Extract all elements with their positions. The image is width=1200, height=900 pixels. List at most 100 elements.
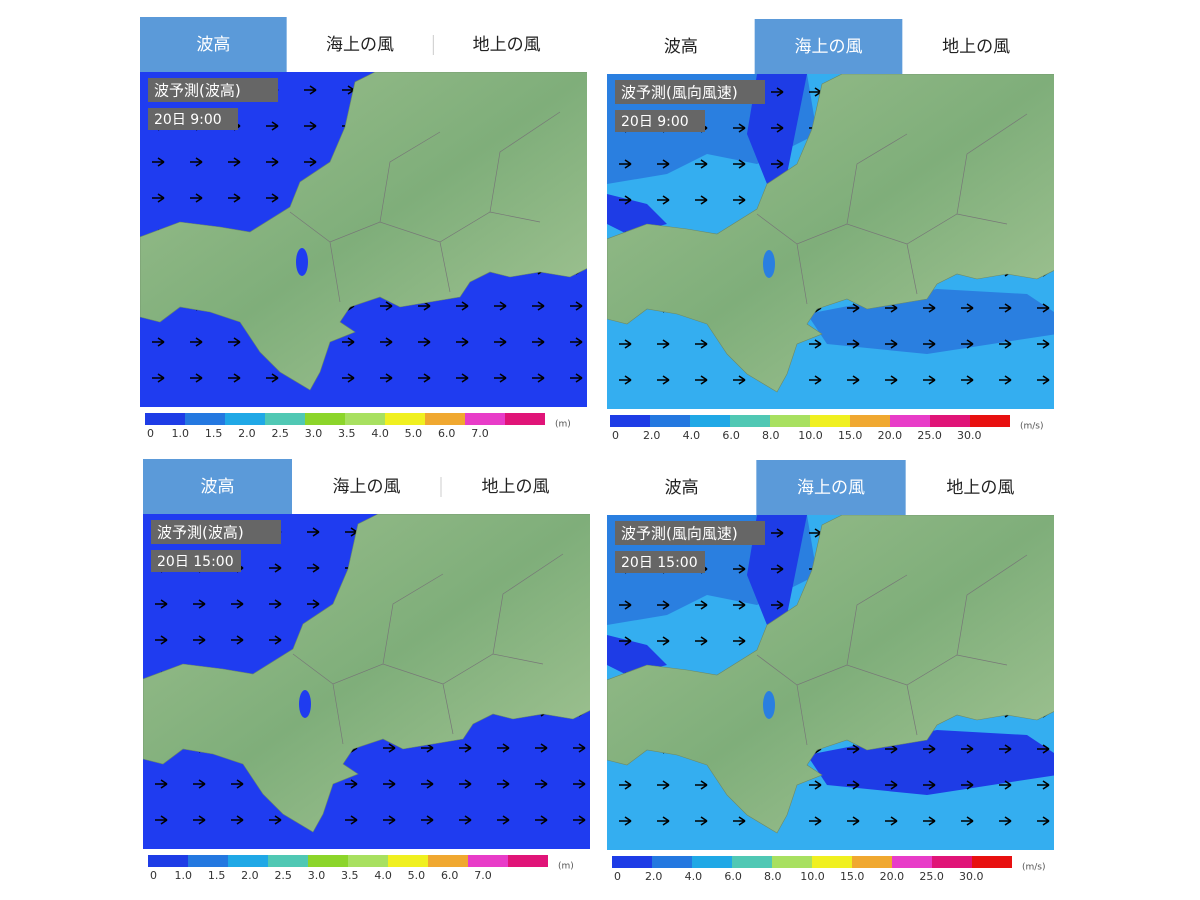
- legend-tick: 3.0: [308, 869, 326, 882]
- legend-swatch: [465, 413, 505, 425]
- tab-active-bg: [140, 17, 287, 72]
- legend-tick: 2.5: [274, 869, 292, 882]
- legend-tick: 30.0: [957, 429, 982, 442]
- legend-swatch: [610, 415, 650, 427]
- legend-swatch: [145, 413, 185, 425]
- legend-swatch: [468, 855, 508, 867]
- legend-tick: 6.0: [724, 870, 742, 883]
- tab[interactable]: 海上の風: [797, 478, 865, 498]
- tab[interactable]: 波高: [664, 37, 698, 57]
- legend-tick: 4.0: [371, 427, 389, 440]
- prefecture-borders: [292, 553, 564, 745]
- legend-swatch: [772, 856, 812, 868]
- legend-tick: 2.0: [643, 429, 661, 442]
- tab[interactable]: 海上の風: [795, 37, 863, 57]
- tab[interactable]: 地上の風: [946, 478, 1014, 498]
- legend-swatch: [148, 855, 188, 867]
- legend-swatch: [305, 413, 345, 425]
- tab[interactable]: 地上の風: [942, 37, 1010, 57]
- legend-swatch: [812, 856, 852, 868]
- legend-swatch: [345, 413, 385, 425]
- time-label: 20日 15:00: [621, 555, 698, 571]
- legend-tick: 8.0: [762, 429, 780, 442]
- legend-swatch: [388, 855, 428, 867]
- legend-tick: 3.0: [305, 427, 323, 440]
- map-title: 波予測(波高): [157, 524, 244, 542]
- legend-unit: (m/s): [1020, 422, 1044, 432]
- legend-tick: 2.0: [238, 427, 256, 440]
- legend-unit: (m): [555, 420, 571, 430]
- time-label: 20日 9:00: [621, 114, 689, 130]
- legend-tick: 0: [150, 869, 157, 882]
- legend-tick: 4.0: [685, 870, 703, 883]
- tab-active-bg: [756, 460, 906, 515]
- map: 波予測(風向風速) 20日 15:00: [607, 515, 1054, 850]
- legend-swatch: [225, 413, 265, 425]
- tab-active-bg: [754, 19, 903, 74]
- legend-swatch: [385, 413, 425, 425]
- legend-tick: 5.0: [405, 427, 423, 440]
- legend-swatch: [690, 415, 730, 427]
- time-box: [148, 108, 238, 130]
- legend-swatch: [308, 855, 348, 867]
- legend-tick: 1.0: [175, 869, 193, 882]
- legend-tick: 2.5: [271, 427, 289, 440]
- prefecture-borders: [756, 113, 1028, 305]
- map: 波予測(波高) 20日 9:00: [140, 72, 587, 407]
- legend-swatch: [810, 415, 850, 427]
- legend-unit: (m): [558, 862, 574, 872]
- legend-swatch: [650, 415, 690, 427]
- legend-tick: 5.0: [408, 869, 426, 882]
- legend-tick: 20.0: [878, 429, 903, 442]
- title-box: [615, 80, 765, 104]
- tab[interactable]: 海上の風: [333, 477, 401, 497]
- legend-swatch: [652, 856, 692, 868]
- map: 波予測(風向風速) 20日 9:00: [607, 74, 1054, 409]
- legend-swatch: [612, 856, 652, 868]
- map-title: 波予測(風向風速): [621, 84, 738, 102]
- map-title: 波予測(風向風速): [621, 525, 738, 543]
- legend-tick: 30.0: [959, 870, 984, 883]
- legend-tick: 0: [147, 427, 154, 440]
- legend-swatch: [890, 415, 930, 427]
- legend-swatch: [692, 856, 732, 868]
- tab[interactable]: 海上の風: [326, 35, 394, 55]
- legend-tick: 6.0: [722, 429, 740, 442]
- legend-tick: 6.0: [438, 427, 456, 440]
- lake: [299, 690, 311, 718]
- lake: [296, 248, 308, 276]
- legend-swatch: [770, 415, 810, 427]
- tab[interactable]: 地上の風: [482, 477, 550, 497]
- legend-tick: 3.5: [341, 869, 359, 882]
- legend-tick: 1.5: [208, 869, 226, 882]
- legend-swatch: [188, 855, 228, 867]
- legend-tick: 20.0: [880, 870, 905, 883]
- legend-tick: 6.0: [441, 869, 459, 882]
- legend-swatch: [850, 415, 890, 427]
- legend-swatch: [892, 856, 932, 868]
- legend-tick: 8.0: [764, 870, 782, 883]
- map: 波予測(波高) 20日 15:00: [143, 514, 590, 849]
- tab[interactable]: 地上の風: [473, 35, 541, 55]
- time-label: 20日 15:00: [157, 554, 234, 570]
- legend-tick: 15.0: [840, 870, 865, 883]
- legend-tick: 10.0: [798, 429, 823, 442]
- tab-active-bg: [143, 459, 292, 514]
- legend-tick: 4.0: [374, 869, 392, 882]
- title-box: [151, 520, 281, 544]
- legend-swatch: [730, 415, 770, 427]
- lake: [763, 250, 775, 278]
- prefecture-borders: [289, 111, 561, 303]
- legend-tick: 3.5: [338, 427, 356, 440]
- title-box: [615, 521, 765, 545]
- tab[interactable]: 波高: [196, 35, 230, 55]
- time-box: [615, 551, 705, 573]
- legend-swatch: [732, 856, 772, 868]
- tab[interactable]: 波高: [201, 477, 235, 497]
- legend-tick: 2.0: [241, 869, 259, 882]
- tab[interactable]: 波高: [665, 478, 699, 498]
